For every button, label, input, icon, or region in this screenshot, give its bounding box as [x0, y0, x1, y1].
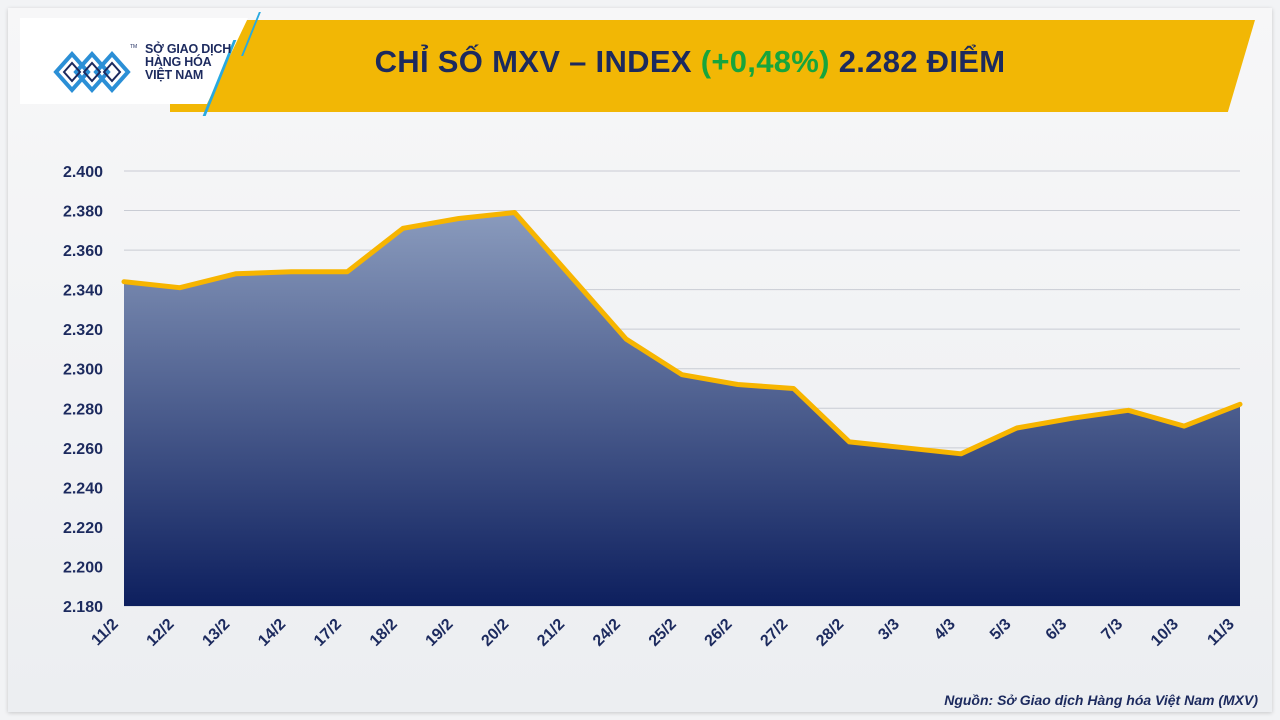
x-tick-label: 5/3	[987, 616, 1015, 644]
x-axis: 11/2 12/2 13/2 14/2 17/2 18/2 19/2 20/2 21/2 24/2…	[88, 616, 1237, 650]
area-fill	[124, 212, 1240, 606]
logo-line-1: SỞ GIAO DỊCH	[145, 42, 232, 56]
y-tick-label: 2.300	[63, 362, 103, 379]
title-banner	[170, 20, 1255, 112]
logo-text: SỞ GIAO DỊCH HÀNG HÓA VIỆT NAM	[145, 43, 231, 82]
logo-panel	[20, 18, 248, 104]
source-note: Nguồn: Sở Giao dịch Hàng hóa Việt Nam (M…	[944, 692, 1258, 708]
x-tick-label: 24/2	[590, 616, 624, 650]
y-tick-label: 2.360	[63, 243, 103, 260]
x-tick-label: 3/3	[875, 616, 903, 644]
logo-trademark: TM	[130, 44, 138, 50]
y-tick-label: 2.220	[63, 520, 103, 537]
page-title: CHỈ SỐ MXV – INDEX (+0,48%) 2.282 ĐIỂM	[280, 44, 1100, 88]
x-tick-label: 19/2	[423, 616, 457, 650]
y-tick-label: 2.400	[63, 164, 103, 181]
x-tick-label: 17/2	[311, 616, 345, 650]
x-tick-label: 11/3	[1204, 616, 1237, 649]
title-prefix: CHỈ SỐ MXV – INDEX	[374, 44, 701, 79]
x-tick-label: 12/2	[144, 616, 178, 650]
x-tick-label: 28/2	[813, 616, 847, 650]
index-line	[121, 210, 1243, 457]
title-suffix: 2.282 ĐIỂM	[829, 44, 1006, 79]
title-change: (+0,48%)	[700, 44, 830, 79]
x-tick-label: 14/2	[255, 616, 289, 650]
x-tick-label: 10/3	[1148, 616, 1182, 650]
x-tick-label: 6/3	[1043, 616, 1071, 644]
mxv-logo-icon	[53, 50, 131, 94]
y-tick-label: 2.380	[63, 204, 103, 221]
x-tick-label: 25/2	[646, 616, 680, 650]
logo-line-3: VIỆT NAM	[145, 68, 204, 82]
y-tick-label: 2.180	[63, 599, 103, 616]
x-tick-label: 11/2	[88, 616, 121, 649]
y-axis: 2.180 2.200 2.220 2.240 2.260 2.280 2.300 2.320…	[63, 164, 103, 616]
y-tick-label: 2.200	[63, 559, 103, 576]
x-tick-label: 4/3	[931, 616, 959, 644]
x-tick-label: 13/2	[199, 616, 233, 650]
y-tick-label: 2.320	[63, 322, 103, 339]
y-tick-label: 2.340	[63, 283, 103, 300]
x-tick-label: 7/3	[1098, 616, 1126, 644]
logo-line-2: HÀNG HÓA	[145, 55, 212, 69]
x-tick-label: 21/2	[534, 616, 568, 650]
y-tick-label: 2.240	[63, 480, 103, 497]
x-tick-label: 27/2	[757, 616, 791, 650]
x-tick-label: 20/2	[478, 616, 512, 650]
y-tick-label: 2.280	[63, 401, 103, 418]
x-tick-label: 26/2	[702, 616, 736, 650]
y-tick-label: 2.260	[63, 441, 103, 458]
x-tick-label: 18/2	[367, 616, 401, 650]
